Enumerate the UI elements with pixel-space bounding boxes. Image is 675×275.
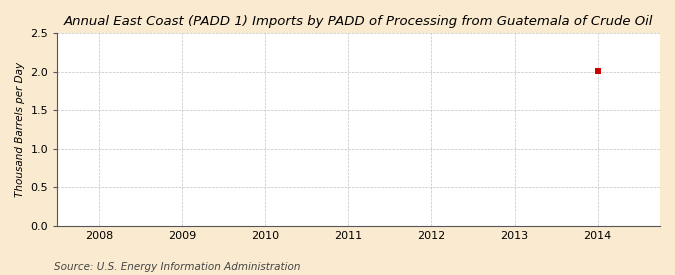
Text: Source: U.S. Energy Information Administration: Source: U.S. Energy Information Administ…	[54, 262, 300, 272]
Y-axis label: Thousand Barrels per Day: Thousand Barrels per Day	[15, 62, 25, 197]
Title: Annual East Coast (PADD 1) Imports by PADD of Processing from Guatemala of Crude: Annual East Coast (PADD 1) Imports by PA…	[64, 15, 653, 28]
